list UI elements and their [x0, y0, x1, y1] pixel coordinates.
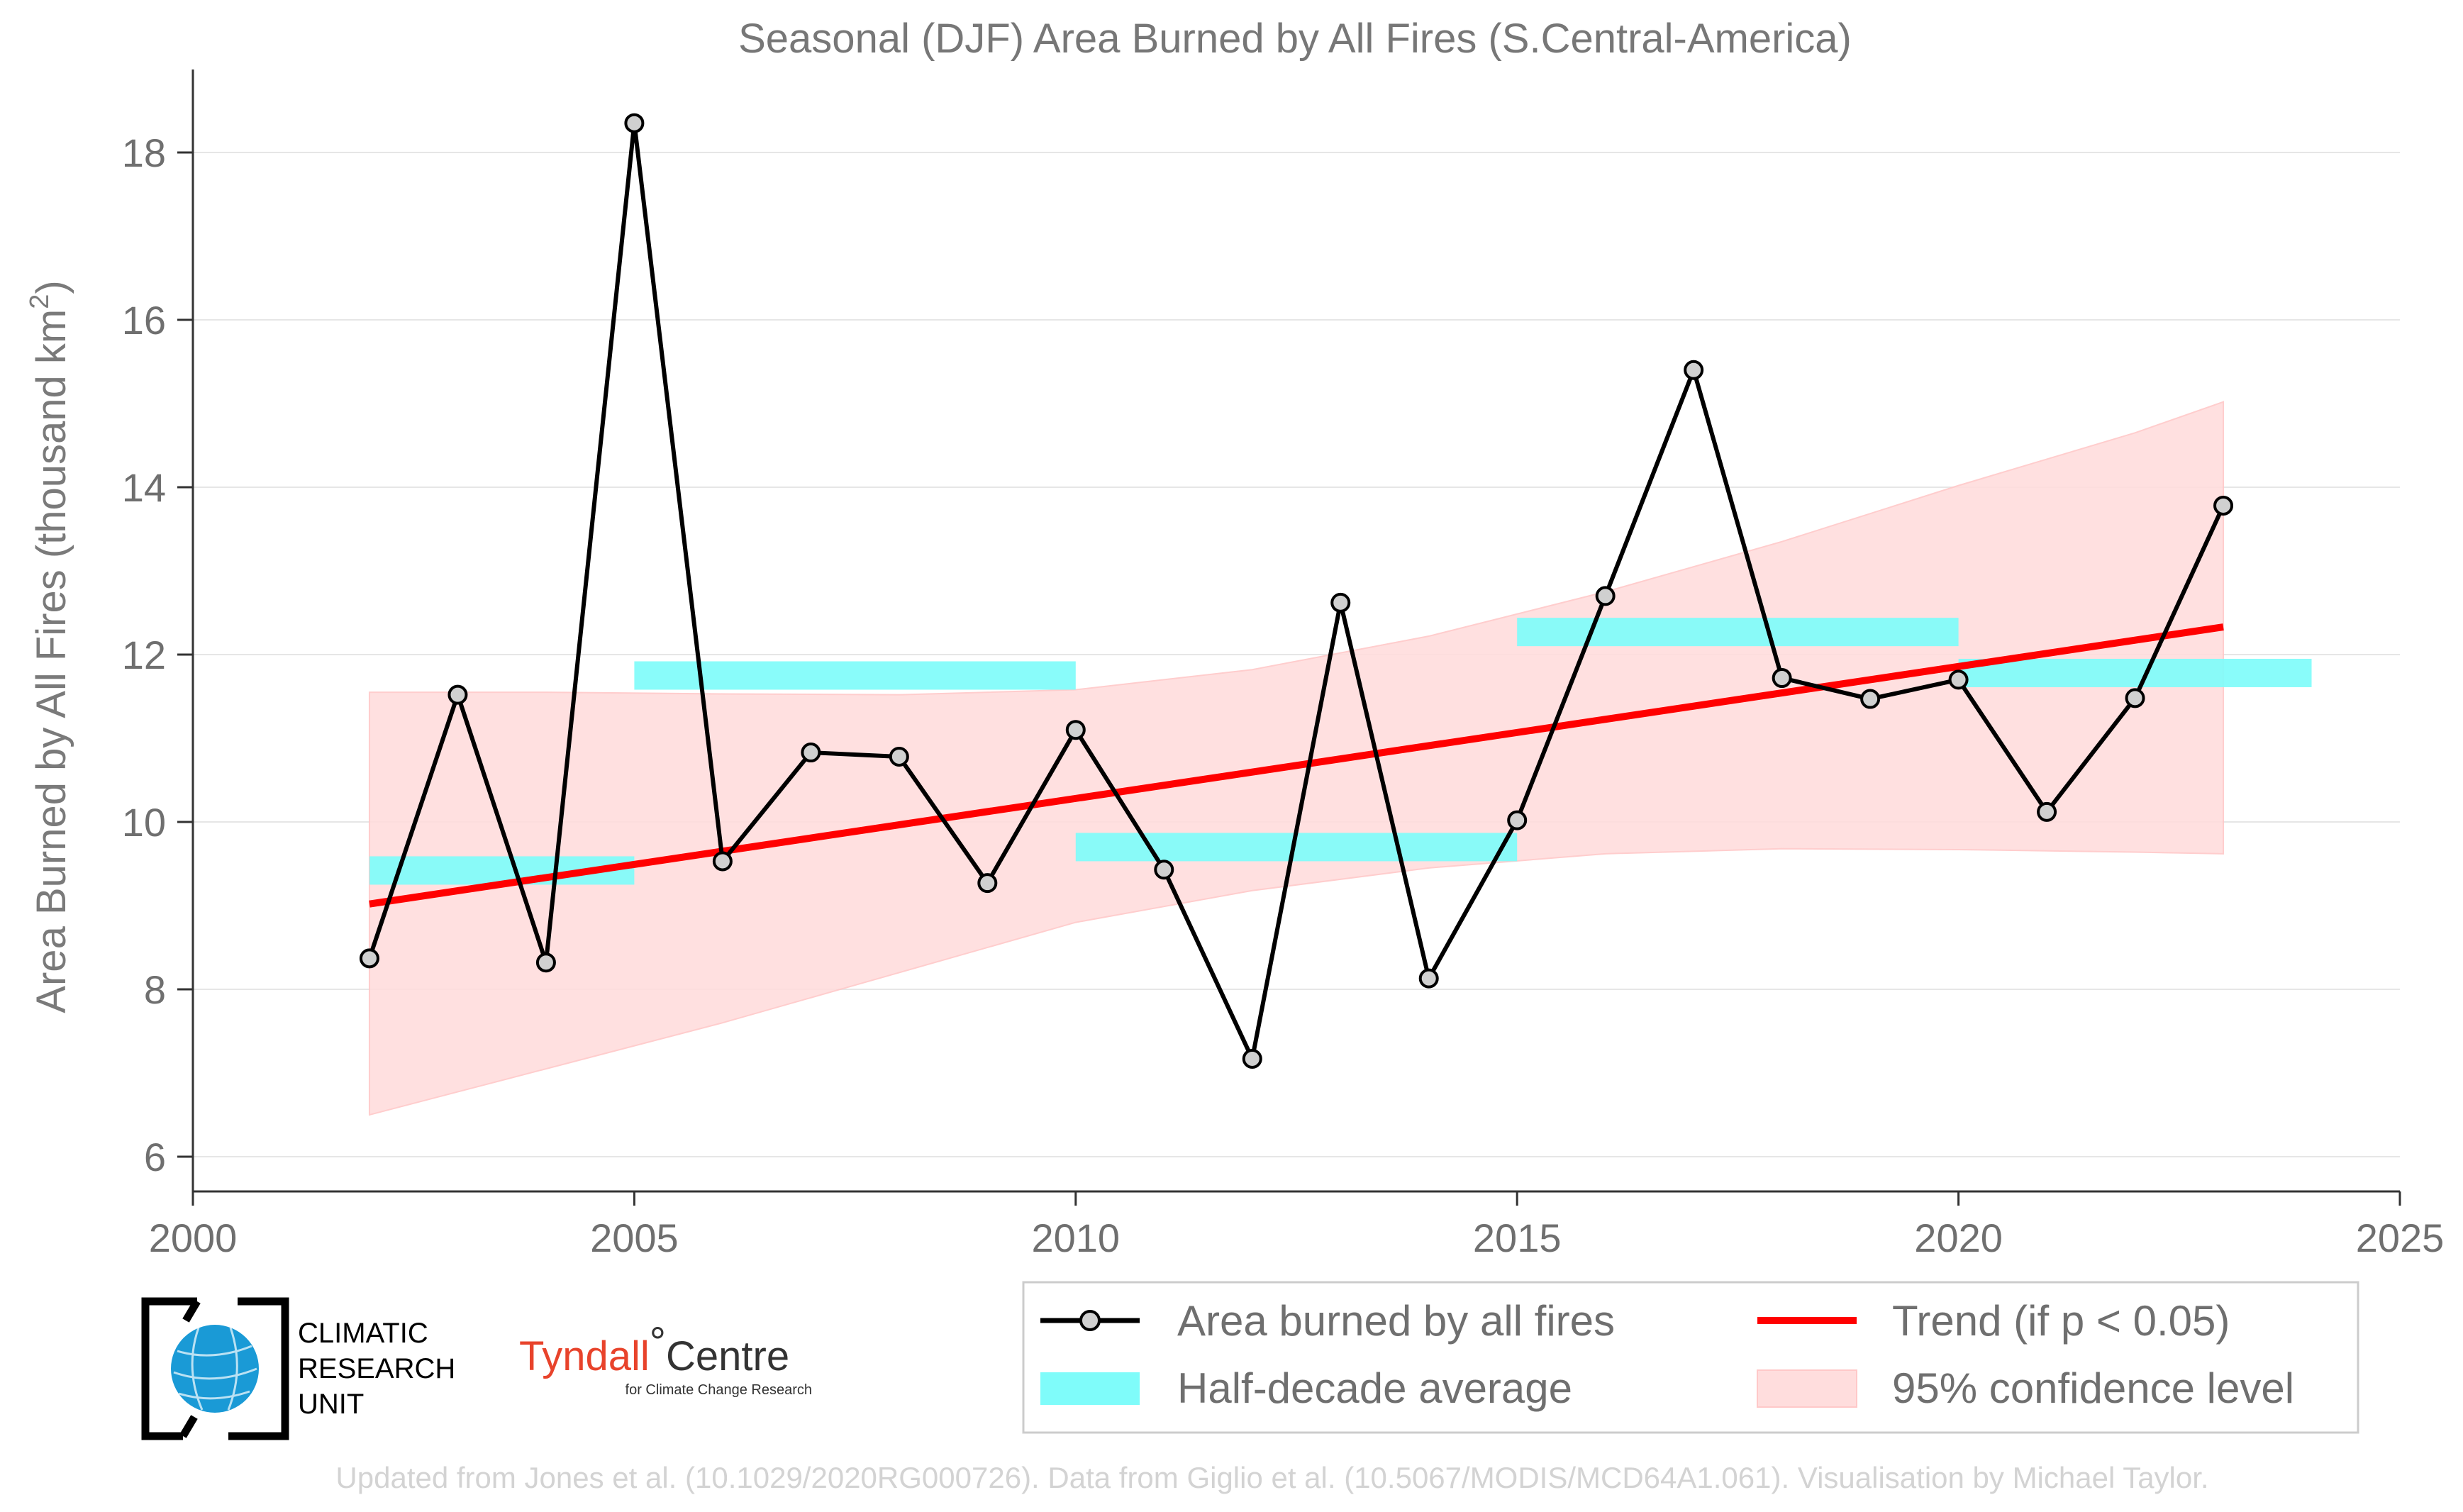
data-point-2020 — [1948, 669, 1969, 690]
legend-swatch-confidence — [1757, 1369, 1857, 1408]
cru-text-2: RESEARCH — [298, 1353, 455, 1384]
data-point-2003 — [447, 684, 468, 705]
legend-label-average: Half-decade average — [1177, 1364, 1572, 1412]
legend-swatch-marker — [1079, 1310, 1101, 1331]
confidence-area — [368, 401, 2225, 1116]
legend-label-confidence: 95% confidence level — [1892, 1364, 2294, 1412]
cru-logo: CLIMATIC RESEARCH UNIT — [141, 1297, 455, 1440]
half-decade-bar-3 — [1517, 618, 1959, 647]
cru-slash-bottom — [179, 1415, 198, 1438]
chart-title: Seasonal (DJF) Area Burned by All Fires … — [738, 16, 1852, 62]
data-point-2012 — [1242, 1048, 1262, 1069]
data-point-2004 — [535, 952, 556, 973]
series-line — [367, 121, 2225, 1061]
trend-line — [369, 623, 2224, 908]
globe-icon — [171, 1325, 259, 1413]
x-tick-label-2000: 2000 — [149, 1216, 238, 1260]
tyndall-logo: Tyndall°Centre for Climate Change Resear… — [519, 1319, 812, 1398]
legend: Area burned by all fires Trend (if p < 0… — [1022, 1281, 2359, 1434]
legend-label-trend: Trend (if p < 0.05) — [1892, 1297, 2230, 1345]
data-point-2006 — [712, 851, 733, 872]
data-point-2019 — [1860, 689, 1881, 709]
y-axis-label: Area Burned by All Fires (thousand km2) — [25, 280, 74, 1013]
y-tick-label-8: 8 — [144, 967, 166, 1012]
cru-text-1: CLIMATIC — [298, 1318, 428, 1349]
data-point-2009 — [977, 873, 998, 894]
y-tick-label-16: 16 — [122, 298, 166, 343]
data-point-2018 — [1772, 668, 1792, 689]
data-point-2016 — [1595, 586, 1616, 606]
confidence-band — [368, 401, 2225, 1116]
series-points — [359, 113, 2234, 1069]
tyndall-subtitle: for Climate Change Research — [626, 1382, 812, 1398]
cru-slash-top — [182, 1299, 201, 1323]
trend-line-group — [369, 623, 2224, 908]
data-point-2017 — [1684, 360, 1704, 380]
legend-swatch-average — [1040, 1372, 1140, 1405]
half-decade-bar-4 — [1958, 658, 2312, 687]
globe-lines-icon — [173, 1327, 257, 1411]
data-point-2022 — [2125, 688, 2145, 708]
x-tick-label-2015: 2015 — [1473, 1216, 1562, 1260]
x-tick-label-2020: 2020 — [1914, 1216, 2003, 1260]
y-axis-label-sup: 2 — [25, 294, 55, 309]
x-tick-label-2005: 2005 — [590, 1216, 679, 1260]
data-point-2014 — [1418, 968, 1439, 989]
y-axis-label-main: Area Burned by All Fires (thousand km — [28, 309, 74, 1013]
legend-frame — [1022, 1281, 2359, 1434]
y-tick-label-12: 12 — [122, 633, 166, 677]
data-point-2023 — [2213, 495, 2234, 516]
cru-text-3: UNIT — [298, 1389, 364, 1420]
cru-bracket-left — [141, 1297, 197, 1440]
legend-label-series: Area burned by all fires — [1177, 1297, 1615, 1345]
half-decade-bar-1 — [634, 661, 1076, 690]
data-point-2002 — [359, 948, 379, 969]
y-tick-label-14: 14 — [122, 465, 166, 510]
series-line-group — [367, 121, 2225, 1061]
data-point-2021 — [2037, 801, 2057, 822]
y-axis-label-end: ) — [28, 280, 74, 294]
y-tick-label-6: 6 — [144, 1135, 166, 1179]
y-tick-label-18: 18 — [122, 130, 166, 175]
y-tick-label-10: 10 — [122, 800, 166, 845]
data-point-2010 — [1065, 720, 1086, 740]
tyndall-wordmark: Tyndall°Centre — [519, 1319, 789, 1379]
tyndall-degree: ° — [650, 1319, 666, 1365]
data-point-2011 — [1154, 860, 1174, 880]
cru-bracket-right — [228, 1297, 289, 1440]
credit-line: Updated from Jones et al. (10.1029/2020R… — [335, 1461, 2208, 1494]
x-tick-label-2010: 2010 — [1032, 1216, 1121, 1260]
data-point-2005 — [624, 113, 645, 133]
axes: 6 8 10 12 14 16 18 2000 2005 2010 2015 2020 2025 — [122, 70, 2445, 1260]
tyndall-name: Tyndall — [519, 1333, 650, 1379]
data-point-2015 — [1507, 810, 1528, 830]
tyndall-centre: Centre — [666, 1333, 789, 1379]
data-point-2007 — [801, 743, 821, 763]
data-point-2013 — [1330, 592, 1351, 613]
x-tick-label-2025: 2025 — [2356, 1216, 2445, 1260]
data-point-2008 — [889, 746, 909, 767]
